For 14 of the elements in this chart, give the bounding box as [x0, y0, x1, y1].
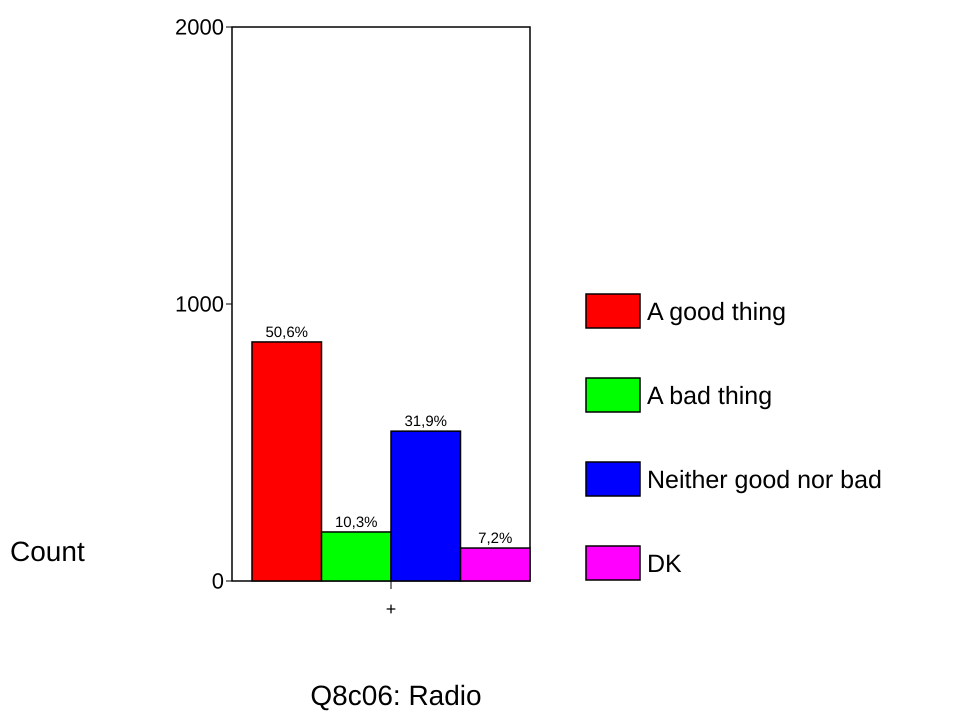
legend-label: DK	[647, 550, 682, 578]
annotation: 50,6%	[265, 324, 308, 341]
text: +	[386, 599, 396, 619]
annotation: 7,2%	[478, 530, 512, 548]
annotation: 10,3%	[334, 514, 378, 531]
x-axis-title: Q8c06: Radio	[310, 680, 482, 711]
annotation: 31,9%	[404, 413, 448, 430]
legend-label: A bad thing	[647, 382, 772, 410]
y-axis-title: Count	[10, 536, 85, 567]
y-tick-label: 2000	[175, 14, 224, 40]
legend-label: Neither good nor bad	[647, 466, 882, 494]
y-tick-label: 0	[212, 568, 224, 594]
legend-label: A good thing	[647, 298, 786, 326]
y-tick-label: 1000	[175, 292, 224, 317]
